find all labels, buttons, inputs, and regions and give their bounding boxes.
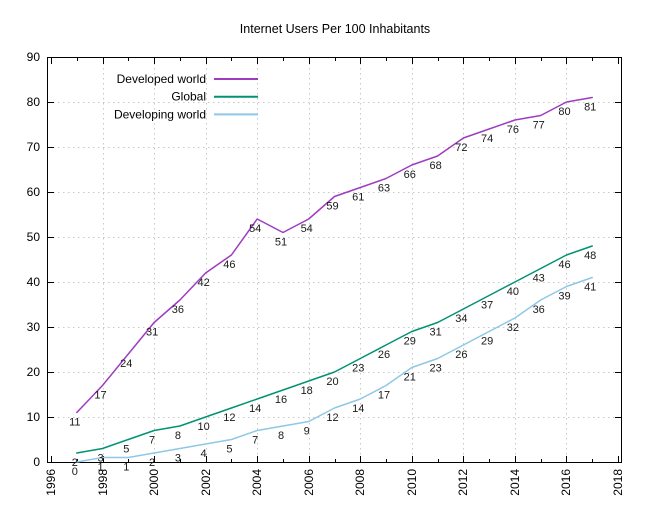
series-line-global — [76, 245, 593, 454]
svg-text:54: 54 — [301, 223, 313, 235]
svg-text:20: 20 — [326, 376, 338, 388]
svg-text:5: 5 — [123, 444, 129, 456]
svg-text:2014: 2014 — [508, 469, 522, 496]
svg-text:2010: 2010 — [405, 469, 419, 496]
svg-text:12: 12 — [326, 412, 338, 424]
svg-text:40: 40 — [507, 286, 519, 298]
legend-label-global: Global — [171, 90, 206, 104]
svg-text:3: 3 — [175, 453, 181, 465]
svg-text:23: 23 — [429, 363, 441, 375]
svg-text:34: 34 — [455, 313, 467, 325]
svg-text:31: 31 — [429, 327, 441, 339]
svg-text:32: 32 — [507, 322, 519, 334]
grid — [48, 58, 620, 461]
svg-text:4: 4 — [201, 448, 207, 460]
svg-text:11: 11 — [69, 417, 80, 429]
svg-text:76: 76 — [507, 124, 519, 136]
svg-text:7: 7 — [252, 435, 258, 447]
svg-text:61: 61 — [352, 192, 364, 204]
svg-text:2002: 2002 — [199, 469, 213, 496]
svg-text:68: 68 — [429, 160, 441, 172]
svg-text:3: 3 — [97, 453, 103, 465]
svg-text:14: 14 — [352, 403, 364, 415]
svg-text:80: 80 — [558, 106, 570, 118]
svg-text:30: 30 — [27, 320, 41, 334]
svg-text:2: 2 — [72, 457, 78, 469]
legend-label-developed-world: Developed world — [117, 72, 206, 86]
svg-text:36: 36 — [533, 304, 545, 316]
svg-text:46: 46 — [558, 259, 570, 271]
svg-text:72: 72 — [455, 142, 467, 154]
svg-text:74: 74 — [481, 133, 493, 145]
svg-text:17: 17 — [94, 390, 106, 402]
svg-text:31: 31 — [146, 327, 158, 339]
svg-text:2006: 2006 — [302, 469, 316, 496]
legend: Developed world Global Developing world — [114, 72, 258, 121]
svg-text:23: 23 — [352, 363, 364, 375]
svg-text:8: 8 — [175, 430, 181, 442]
svg-text:36: 36 — [172, 304, 184, 316]
svg-text:16: 16 — [275, 394, 287, 406]
series-line-developing-world — [76, 276, 593, 463]
svg-text:2000: 2000 — [147, 469, 161, 496]
svg-text:63: 63 — [378, 183, 390, 195]
svg-text:2016: 2016 — [559, 469, 573, 496]
svg-text:7: 7 — [149, 435, 155, 447]
svg-text:2: 2 — [149, 457, 155, 469]
svg-text:1: 1 — [97, 462, 103, 474]
svg-text:54: 54 — [249, 223, 261, 235]
svg-text:29: 29 — [481, 336, 493, 348]
svg-text:66: 66 — [404, 169, 416, 181]
svg-text:0: 0 — [33, 455, 40, 469]
svg-text:60: 60 — [27, 185, 41, 199]
svg-text:17: 17 — [378, 390, 390, 402]
svg-text:1998: 1998 — [96, 469, 110, 496]
svg-text:21: 21 — [404, 372, 416, 384]
svg-text:10: 10 — [197, 421, 209, 433]
svg-text:10: 10 — [27, 410, 41, 424]
svg-text:2004: 2004 — [250, 469, 264, 496]
svg-text:40: 40 — [27, 275, 41, 289]
svg-text:80: 80 — [27, 95, 41, 109]
svg-text:43: 43 — [533, 273, 545, 285]
svg-text:20: 20 — [27, 365, 41, 379]
axes — [47, 57, 622, 463]
svg-text:2012: 2012 — [456, 469, 470, 496]
svg-text:18: 18 — [301, 385, 313, 397]
svg-text:81: 81 — [584, 102, 596, 114]
svg-text:59: 59 — [326, 201, 338, 213]
svg-text:9: 9 — [304, 426, 310, 438]
svg-text:26: 26 — [378, 349, 390, 361]
svg-text:29: 29 — [404, 336, 416, 348]
svg-text:39: 39 — [558, 291, 570, 303]
svg-text:12: 12 — [223, 412, 235, 424]
svg-text:1: 1 — [123, 462, 129, 474]
svg-text:70: 70 — [27, 140, 41, 154]
svg-text:37: 37 — [481, 300, 493, 312]
svg-text:14: 14 — [249, 403, 261, 415]
svg-text:5: 5 — [226, 444, 232, 456]
svg-text:48: 48 — [584, 250, 596, 262]
svg-text:46: 46 — [223, 259, 235, 271]
svg-text:1996: 1996 — [44, 469, 58, 496]
svg-text:24: 24 — [120, 358, 132, 370]
legend-label-developing-world: Developing world — [114, 107, 206, 121]
svg-text:50: 50 — [27, 230, 41, 244]
svg-text:51: 51 — [275, 237, 287, 249]
svg-text:26: 26 — [455, 349, 467, 361]
chart-title: Internet Users Per 100 Inhabitants — [239, 22, 431, 36]
svg-text:2018: 2018 — [611, 469, 625, 496]
series-line-developed-world — [76, 96, 593, 414]
svg-text:42: 42 — [197, 277, 209, 289]
svg-text:77: 77 — [533, 120, 545, 132]
svg-text:41: 41 — [584, 282, 596, 294]
svg-text:8: 8 — [278, 430, 284, 442]
svg-text:2008: 2008 — [353, 469, 367, 496]
svg-text:0: 0 — [72, 466, 78, 478]
svg-text:90: 90 — [27, 50, 41, 64]
